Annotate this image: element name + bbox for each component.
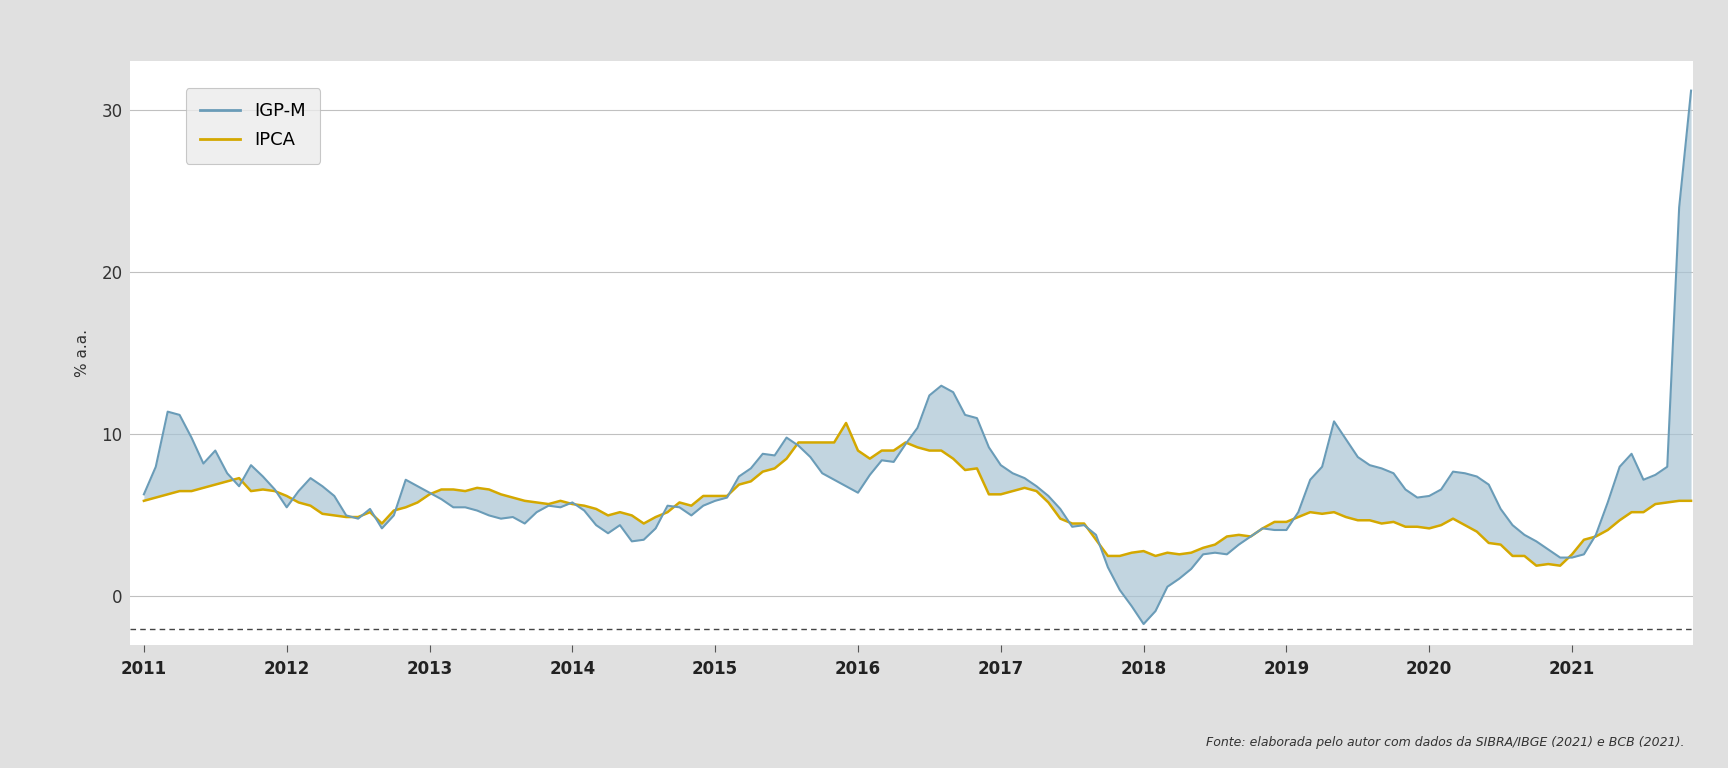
Legend: IGP-M, IPCA: IGP-M, IPCA (185, 88, 320, 164)
Y-axis label: % a.a.: % a.a. (76, 329, 90, 377)
Text: Fonte: elaborada pelo autor com dados da SIBRA/IBGE (2021) e BCB (2021).: Fonte: elaborada pelo autor com dados da… (1206, 736, 1685, 749)
